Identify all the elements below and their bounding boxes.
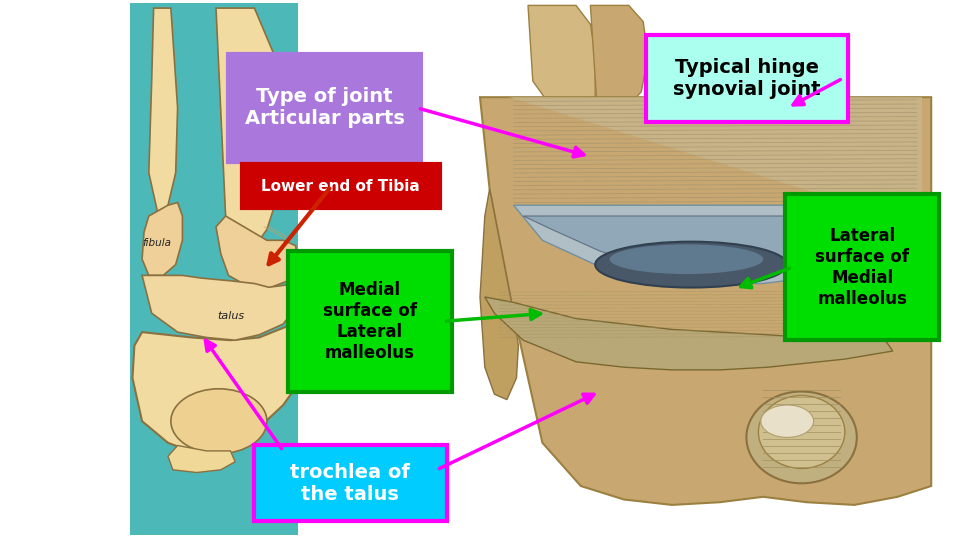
Polygon shape <box>168 446 235 472</box>
FancyBboxPatch shape <box>253 445 446 522</box>
Polygon shape <box>216 216 298 289</box>
Polygon shape <box>509 97 922 205</box>
FancyBboxPatch shape <box>288 251 451 392</box>
Text: Typical hinge
synovial joint: Typical hinge synovial joint <box>673 58 821 99</box>
Text: Lateral
surface of
Medial
malleolus: Lateral surface of Medial malleolus <box>815 227 909 307</box>
FancyBboxPatch shape <box>228 53 420 162</box>
Polygon shape <box>523 216 859 270</box>
Ellipse shape <box>610 244 763 274</box>
Polygon shape <box>480 189 518 400</box>
FancyBboxPatch shape <box>645 35 849 122</box>
Polygon shape <box>590 5 648 113</box>
Text: Medial
surface of
Lateral
malleolus: Medial surface of Lateral malleolus <box>323 281 417 361</box>
Polygon shape <box>142 275 298 340</box>
Ellipse shape <box>746 392 856 483</box>
Text: trochlea of
the talus: trochlea of the talus <box>291 463 410 504</box>
Polygon shape <box>485 297 893 370</box>
Text: Type of joint
Articular parts: Type of joint Articular parts <box>245 87 404 129</box>
Polygon shape <box>528 5 595 113</box>
Text: Lower end of Tibia: Lower end of Tibia <box>261 179 420 194</box>
Polygon shape <box>216 8 283 240</box>
FancyBboxPatch shape <box>784 194 939 341</box>
Text: tibia: tibia <box>235 154 260 164</box>
Polygon shape <box>142 202 182 275</box>
Ellipse shape <box>760 405 813 437</box>
Ellipse shape <box>758 395 845 468</box>
Polygon shape <box>480 97 931 505</box>
Ellipse shape <box>171 389 267 454</box>
Polygon shape <box>149 8 178 216</box>
FancyBboxPatch shape <box>242 164 440 208</box>
Ellipse shape <box>595 242 787 287</box>
FancyBboxPatch shape <box>130 3 298 535</box>
Text: fibula: fibula <box>142 238 171 248</box>
Polygon shape <box>132 324 305 454</box>
Polygon shape <box>514 205 874 284</box>
Text: talus: talus <box>217 310 244 321</box>
